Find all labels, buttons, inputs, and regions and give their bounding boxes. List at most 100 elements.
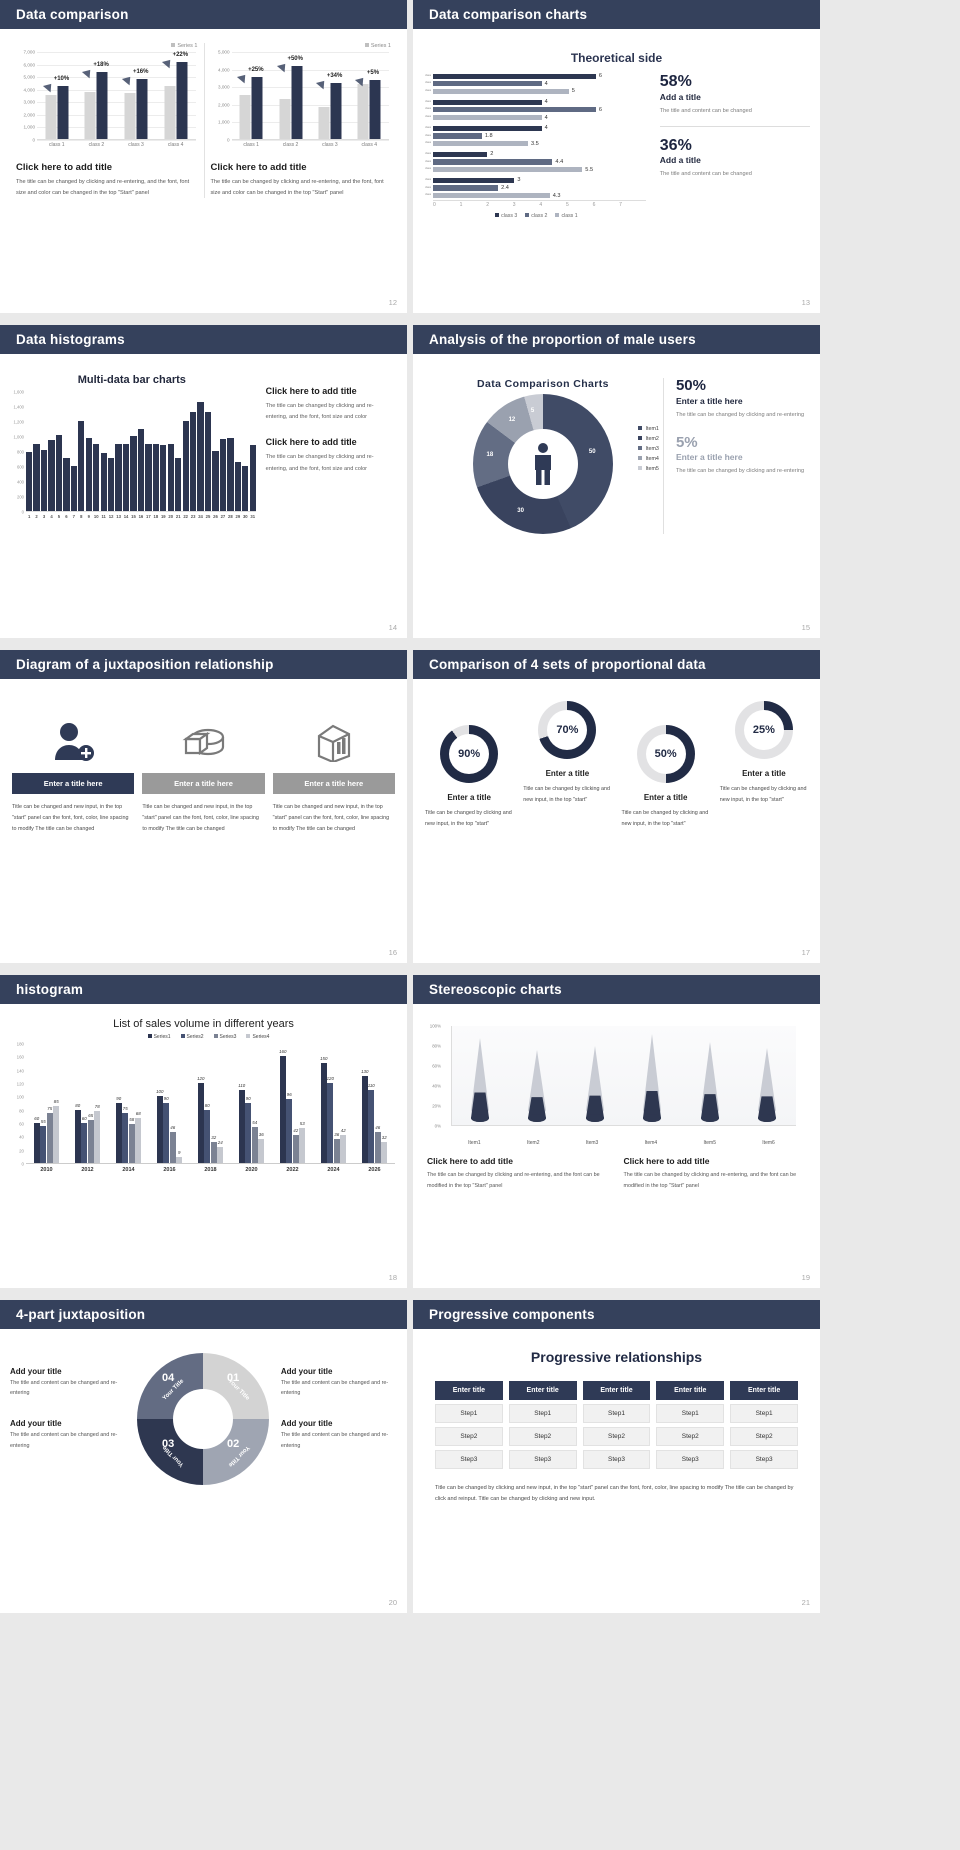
bar-group: 90 75 58 68 — [108, 1096, 149, 1163]
x-axis-tick: 2024 — [327, 1167, 340, 1173]
step-cell[interactable]: Step2 — [508, 1427, 577, 1446]
slide-title-bar: Comparison of 4 sets of proportional dat… — [413, 650, 820, 679]
x-axis-tick: 17 — [146, 514, 151, 519]
y-axis-tick: 120 — [16, 1081, 24, 1087]
bar-group — [124, 78, 148, 139]
chart-title: Multi-data bar charts — [77, 374, 186, 386]
histogram-bar — [167, 443, 174, 511]
bar: 32 — [210, 1135, 217, 1163]
bar-series-b — [136, 78, 148, 139]
step-cell[interactable]: Step3 — [435, 1450, 503, 1469]
cone-chart: 100% 80% 60% 40% 20% 0% — [430, 1024, 804, 1138]
slide-histogram: histogram List of sales volume in differ… — [0, 975, 407, 1288]
donut-slice-label: 30 — [517, 507, 524, 514]
bar: 85 — [53, 1099, 60, 1163]
ring-percent-label: 25% — [743, 710, 784, 750]
growth-label: +16% — [132, 68, 149, 75]
x-axis-tick: 22 — [183, 514, 188, 519]
x-axis-tick: 16 — [138, 514, 144, 519]
step-cell[interactable]: Step1 — [656, 1404, 725, 1423]
x-axis-tick: 0 — [433, 202, 436, 209]
histogram-bar — [197, 402, 204, 511]
y-axis-tick: 60 — [19, 1121, 24, 1127]
bar — [433, 151, 488, 157]
histogram-bar — [182, 421, 189, 511]
step-cell[interactable]: Step3 — [656, 1450, 725, 1469]
column-header-button[interactable]: Enter title — [582, 1381, 651, 1400]
chart-title: Data Comparison Charts — [477, 378, 609, 390]
person-icon — [534, 443, 551, 485]
stat-text: The title and content can be changed — [659, 171, 752, 178]
y-axis-tick: 600 — [17, 464, 24, 470]
histogram-bar — [70, 466, 77, 511]
slide-title-bar: Data comparison — [0, 0, 407, 29]
slide-title: Data comparison — [16, 7, 129, 22]
cone-shape — [643, 1034, 662, 1122]
x-axis-tick: 6 — [592, 202, 596, 209]
column-header-button[interactable]: Enter title — [508, 1381, 577, 1400]
ring-stat-item: 50% Enter a title Title can be changed by … — [618, 701, 714, 830]
bar-group — [318, 82, 342, 139]
column-header-button[interactable]: Enter title — [730, 1381, 798, 1400]
donut-center — [507, 429, 578, 499]
bar-value: 75 — [122, 1106, 128, 1111]
bar-value: 46 — [170, 1125, 176, 1131]
bar-value: 78 — [94, 1104, 100, 1109]
bar-series-b — [369, 80, 381, 139]
bar-value: 90 — [116, 1096, 122, 1101]
bar-row: class 4 — [425, 80, 548, 87]
y-axis-tick: 40 — [19, 1134, 24, 1140]
y-axis-tick: 1,200 — [13, 419, 24, 425]
step-cell[interactable]: Step3 — [582, 1450, 651, 1469]
slide-title: Progressive components — [429, 1307, 595, 1322]
step-cell[interactable]: Step1 — [435, 1404, 503, 1423]
growth-label: +50% — [287, 55, 303, 62]
stat-block: 5% Enter a title here The title can be c… — [676, 434, 810, 478]
step-cell[interactable]: Step2 — [435, 1427, 503, 1446]
bar-series-b — [57, 86, 69, 139]
chart-panel-left: Series 1 7,000 6,000 5,000 4,000 3,000 2,000 1… — [10, 43, 204, 198]
bar-value: 5 — [571, 88, 575, 95]
x-axis-tick: 2018 — [204, 1167, 217, 1173]
progressive-column: Enter title Step1 Step2 Step3 — [582, 1381, 651, 1469]
segment-number: 03 — [161, 1437, 175, 1450]
bar-group — [45, 86, 69, 139]
column-header-button[interactable]: Enter title — [435, 1381, 503, 1400]
y-axis-tick: 2,000 — [23, 112, 36, 118]
step-cell[interactable]: Step3 — [730, 1450, 798, 1469]
column-title-button[interactable]: Enter a title here — [272, 773, 395, 794]
legend-item: Item5 — [638, 464, 659, 474]
stat-number: 58% — [659, 73, 692, 90]
x-axis-tick: 13 — [116, 514, 121, 519]
step-cell[interactable]: Step3 — [508, 1450, 577, 1469]
step-cell[interactable]: Step1 — [730, 1404, 798, 1423]
histogram-bar — [93, 443, 100, 511]
progressive-column: Enter title Step1 Step2 Step3 — [730, 1381, 798, 1469]
step-cell[interactable]: Step2 — [656, 1427, 725, 1446]
step-cell[interactable]: Step2 — [582, 1427, 651, 1446]
column-title-button[interactable]: Enter a title here — [142, 773, 265, 794]
x-axis-tick: 4 — [539, 202, 543, 209]
bar: 58 — [128, 1117, 135, 1163]
step-cell[interactable]: Step1 — [582, 1404, 651, 1423]
histogram-bar — [100, 453, 107, 511]
x-axis-tick: Item4 — [644, 1140, 658, 1146]
bar-group: 100 90 46 9 — [149, 1089, 190, 1163]
x-axis-tick: 31 — [250, 514, 256, 519]
bar: 53 — [299, 1121, 306, 1163]
bar-series-a — [239, 95, 251, 139]
x-axis-tick: Item1 — [468, 1140, 481, 1146]
column-text: Title can be changed and new input, in t… — [142, 804, 259, 832]
column-header-button[interactable]: Enter title — [656, 1381, 725, 1400]
bar-series-a — [84, 91, 96, 139]
step-cell[interactable]: Step1 — [508, 1404, 577, 1423]
x-axis-tick: 2 — [35, 514, 38, 519]
progress-ring: 90% — [440, 725, 499, 783]
progress-ring: 25% — [734, 701, 793, 759]
x-axis-tick: 11 — [101, 514, 106, 519]
block-heading: Add your title — [10, 1419, 62, 1428]
column-title-button[interactable]: Enter a title here — [12, 773, 135, 794]
ring-text: Title can be changed by clicking and new… — [621, 810, 709, 827]
histogram-bar — [107, 457, 115, 511]
step-cell[interactable]: Step2 — [730, 1427, 798, 1446]
